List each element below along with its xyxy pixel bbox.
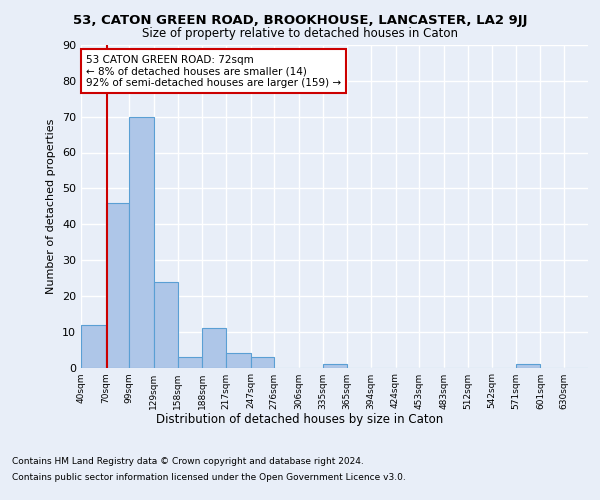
Bar (154, 282, 178, 368)
Text: Size of property relative to detached houses in Caton: Size of property relative to detached ho… (142, 28, 458, 40)
Bar (130, 116, 154, 368)
Text: Contains HM Land Registry data © Crown copyright and database right 2024.: Contains HM Land Registry data © Crown c… (12, 458, 364, 466)
Text: 53 CATON GREEN ROAD: 72sqm
← 8% of detached houses are smaller (14)
92% of semi-: 53 CATON GREEN ROAD: 72sqm ← 8% of detac… (86, 54, 341, 88)
Y-axis label: Number of detached properties: Number of detached properties (46, 118, 56, 294)
Bar (81, 324, 106, 368)
Bar (516, 364, 541, 368)
Text: Distribution of detached houses by size in Caton: Distribution of detached houses by size … (157, 412, 443, 426)
Bar (226, 353, 251, 368)
Bar (251, 357, 274, 368)
Text: 53, CATON GREEN ROAD, BROOKHOUSE, LANCASTER, LA2 9JJ: 53, CATON GREEN ROAD, BROOKHOUSE, LANCAS… (73, 14, 527, 27)
Bar (323, 364, 347, 368)
Bar (178, 357, 202, 368)
Bar (106, 202, 130, 368)
Bar (202, 328, 226, 368)
Text: Contains public sector information licensed under the Open Government Licence v3: Contains public sector information licen… (12, 472, 406, 482)
